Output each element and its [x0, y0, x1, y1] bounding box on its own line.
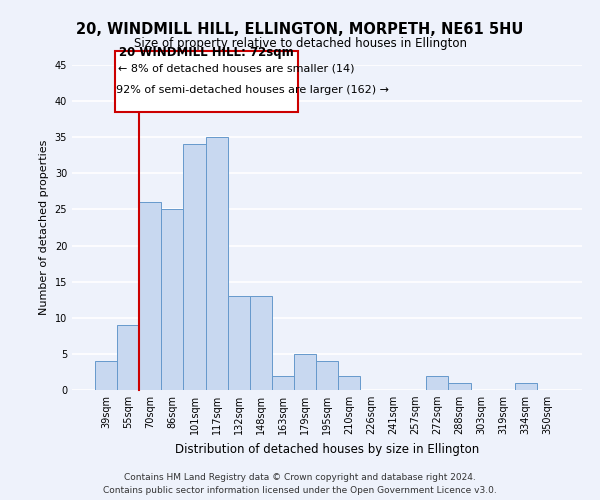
Y-axis label: Number of detached properties: Number of detached properties	[39, 140, 49, 315]
X-axis label: Distribution of detached houses by size in Ellington: Distribution of detached houses by size …	[175, 442, 479, 456]
Bar	[515, 383, 537, 390]
Bar	[427, 376, 448, 390]
Bar	[294, 354, 316, 390]
Text: ← 8% of detached houses are smaller (14): ← 8% of detached houses are smaller (14)	[118, 64, 355, 74]
Bar	[338, 376, 360, 390]
Text: Contains public sector information licensed under the Open Government Licence v3: Contains public sector information licen…	[103, 486, 497, 495]
Bar	[227, 296, 250, 390]
Text: 20 WINDMILL HILL: 72sqm: 20 WINDMILL HILL: 72sqm	[119, 46, 294, 59]
Bar	[316, 361, 338, 390]
Bar	[250, 296, 272, 390]
Bar	[448, 383, 470, 390]
Bar	[117, 325, 139, 390]
Bar	[206, 137, 227, 390]
Text: Contains HM Land Registry data © Crown copyright and database right 2024.: Contains HM Land Registry data © Crown c…	[124, 474, 476, 482]
Text: 92% of semi-detached houses are larger (162) →: 92% of semi-detached houses are larger (…	[116, 86, 389, 96]
Text: Size of property relative to detached houses in Ellington: Size of property relative to detached ho…	[133, 38, 467, 51]
Bar	[95, 361, 117, 390]
Bar	[184, 144, 206, 390]
Bar	[161, 210, 184, 390]
Bar	[115, 50, 298, 112]
Bar	[139, 202, 161, 390]
Text: 20, WINDMILL HILL, ELLINGTON, MORPETH, NE61 5HU: 20, WINDMILL HILL, ELLINGTON, MORPETH, N…	[76, 22, 524, 38]
Bar	[272, 376, 294, 390]
